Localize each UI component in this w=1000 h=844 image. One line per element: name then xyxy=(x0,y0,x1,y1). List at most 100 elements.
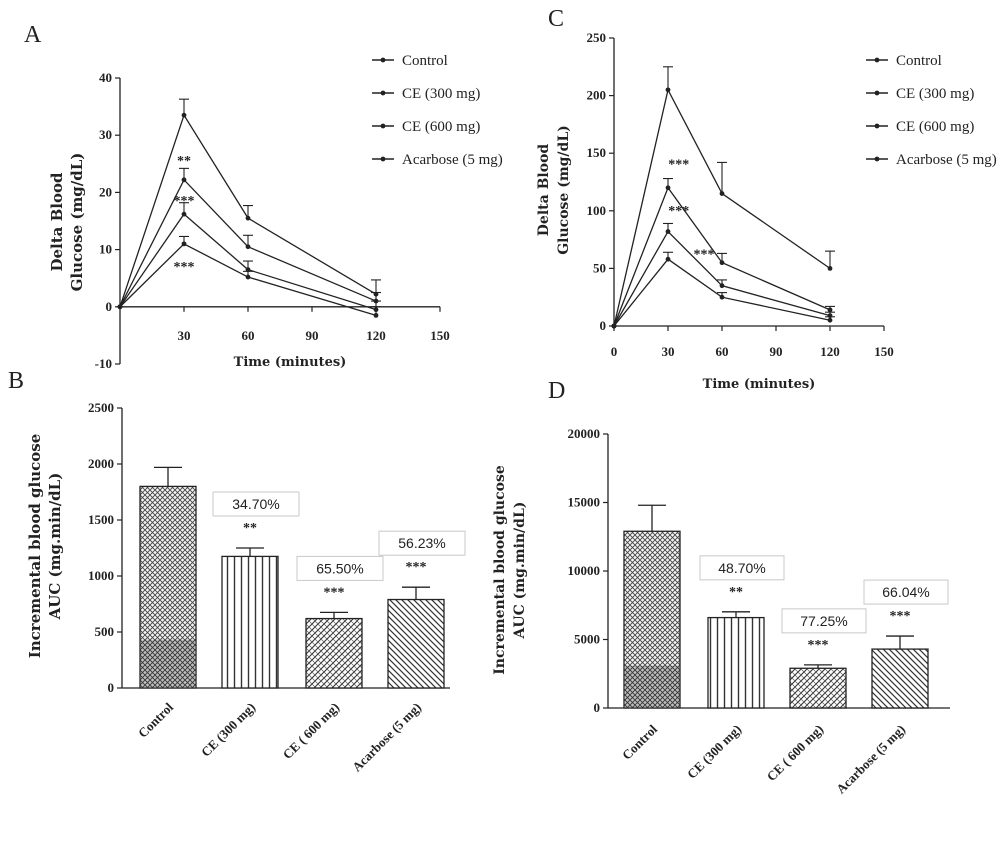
line-chart-c: 0 50 100 150 200 250 0 30 60 90 120 150 Delta Blood G… xyxy=(536,30,997,392)
y-tick-label: 2000 xyxy=(88,456,114,471)
significance-mark: *** xyxy=(694,248,715,263)
data-point xyxy=(719,283,725,289)
series-line xyxy=(613,87,831,327)
x-axis-title: Time (minutes) xyxy=(234,355,347,370)
y-tick-label: 0 xyxy=(108,680,115,695)
legend-marker xyxy=(874,156,880,162)
x-tick-label: 60 xyxy=(716,344,729,359)
legend-entry: Acarbose (5 mg) xyxy=(896,152,997,168)
y-axis-title-line: AUC (mg.min/dL) xyxy=(512,502,528,640)
significance-mark: ** xyxy=(243,521,257,536)
significance-mark: *** xyxy=(808,638,829,653)
y-tick-label: 0 xyxy=(106,299,113,314)
y-axis-title-line: Glucose (mg/dL) xyxy=(68,153,86,292)
y-tick-label: -10 xyxy=(95,356,112,371)
significance-mark: *** xyxy=(174,260,195,275)
x-tick-label: 120 xyxy=(820,344,840,359)
reduction-box xyxy=(378,530,466,556)
series-line xyxy=(613,258,831,327)
x-tick-label: 120 xyxy=(366,328,386,343)
data-point xyxy=(665,256,671,262)
significance-mark: *** xyxy=(324,585,345,600)
y-tick-label: 20000 xyxy=(568,426,601,441)
significance-mark: *** xyxy=(406,560,427,575)
legend: Control CE (300 mg) CE (600 mg) Acarbose (5… xyxy=(372,53,503,168)
y-tick-label: 5000 xyxy=(574,632,600,647)
panel-letter-c: C xyxy=(548,6,564,32)
line-chart-a: -10 0 10 20 30 40 30 60 90 120 150 Delta Blood Gluco… xyxy=(48,53,503,371)
data-point xyxy=(245,244,251,250)
y-tick-label: 10000 xyxy=(568,563,601,578)
data-point xyxy=(117,304,123,310)
significance-mark: *** xyxy=(174,194,195,209)
x-tick-label: 60 xyxy=(242,328,255,343)
data-point xyxy=(245,215,251,221)
legend-entry: CE (300 mg) xyxy=(896,86,974,102)
data-point xyxy=(719,191,725,196)
series-line xyxy=(119,113,377,308)
data-point xyxy=(181,177,187,183)
x-tick-label: 30 xyxy=(662,344,675,359)
series-line xyxy=(613,230,831,327)
significance-mark: ** xyxy=(177,154,191,169)
legend-marker xyxy=(874,57,880,63)
data-point xyxy=(665,87,671,93)
y-tick-label: 0 xyxy=(600,318,607,333)
legend-entry: CE (600 mg) xyxy=(896,119,974,135)
panel-letter-b: B xyxy=(8,368,24,394)
data-point xyxy=(181,211,187,217)
bar-shade xyxy=(141,639,195,687)
reduction-label: 56.23% xyxy=(398,535,445,551)
category-label: CE (300 mg) xyxy=(198,700,258,760)
bar xyxy=(623,530,681,709)
category-label: CE (300 mg) xyxy=(684,722,744,782)
bar xyxy=(707,616,765,709)
significance-mark: ** xyxy=(729,585,743,600)
y-tick-label: 200 xyxy=(587,88,607,103)
bar xyxy=(871,648,929,709)
data-point xyxy=(181,112,187,118)
y-tick-label: 50 xyxy=(593,260,606,275)
series-line xyxy=(119,213,377,311)
reduction-label: 77.25% xyxy=(800,613,847,629)
y-tick-label: 20 xyxy=(99,184,112,199)
bar xyxy=(789,667,847,709)
reduction-label: 34.70% xyxy=(232,496,279,512)
legend-entry: Acarbose (5 mg) xyxy=(402,152,503,168)
reduction-label: 48.70% xyxy=(718,560,765,576)
category-label: Acarbose (5 mg) xyxy=(349,700,424,775)
significance-mark: *** xyxy=(668,204,689,219)
bar-shade xyxy=(625,665,679,707)
significance-mark: *** xyxy=(890,609,911,624)
x-tick-label: 150 xyxy=(874,344,894,359)
series-line xyxy=(119,243,377,317)
x-tick-label: 0 xyxy=(611,344,618,359)
y-axis-title-line: Delta Blood xyxy=(48,172,66,272)
data-point xyxy=(665,229,671,234)
y-axis-title: Delta Blood Glucose (mg/dL) xyxy=(536,125,572,255)
legend-entry: Control xyxy=(402,53,448,69)
reduction-label: 65.50% xyxy=(316,560,363,576)
category-label: CE ( 600 mg) xyxy=(764,722,826,784)
legend-marker xyxy=(874,90,880,96)
panel-letter-a: A xyxy=(24,22,42,48)
reduction-box xyxy=(863,579,949,605)
y-tick-label: 150 xyxy=(587,145,607,160)
bar xyxy=(139,485,197,689)
y-tick-label: 1500 xyxy=(88,512,114,527)
x-tick-label: 90 xyxy=(770,344,783,359)
bar-chart-b: 0 500 1000 1500 2000 2500 Incremental blood gl… xyxy=(26,400,466,775)
y-axis-title: Delta Blood Glucose (mg/dL) xyxy=(48,153,86,292)
data-point xyxy=(181,241,187,247)
y-tick-label: 100 xyxy=(587,203,607,218)
y-axis-title-line: AUC (mg.min/dL) xyxy=(46,473,64,621)
category-label: Control xyxy=(135,699,176,740)
category-label: Acarbose (5 mg) xyxy=(833,722,908,797)
y-axis-title-line: Delta Blood xyxy=(536,144,552,237)
x-axis-title: Time (minutes) xyxy=(703,377,816,392)
data-point xyxy=(373,312,379,318)
y-tick-label: 30 xyxy=(99,127,112,142)
bar xyxy=(221,555,279,689)
panel-letter-d: D xyxy=(548,378,565,404)
x-tick-label: 150 xyxy=(430,328,450,343)
